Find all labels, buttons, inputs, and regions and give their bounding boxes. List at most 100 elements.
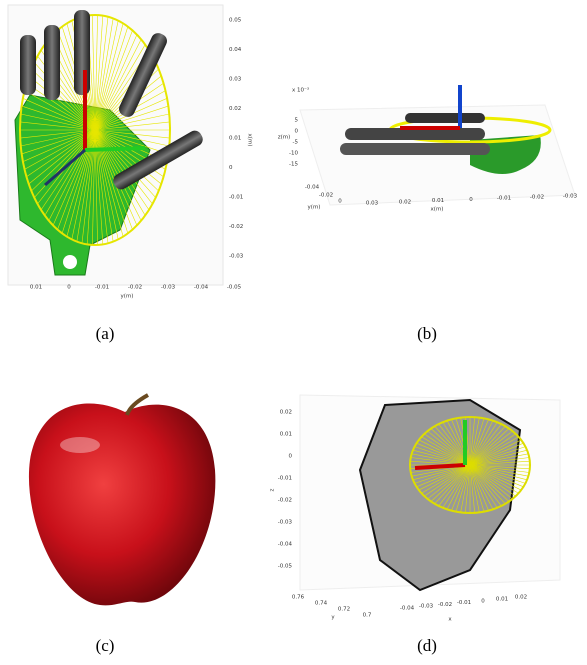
tick-label: 0.76 <box>292 595 305 601</box>
finger <box>119 33 167 117</box>
spoke <box>94 26 129 131</box>
tick-label: 0.74 <box>315 601 328 607</box>
tick-label: 0.02 <box>229 106 241 112</box>
axis-arrow <box>414 463 466 470</box>
axis-label: y(m) <box>121 294 134 300</box>
highlight <box>60 437 100 453</box>
axis-label: x <box>448 617 452 623</box>
spoke <box>20 121 96 131</box>
spoke <box>94 16 109 131</box>
tick-label: 0 <box>229 165 233 171</box>
tick-label: 0 <box>481 598 485 604</box>
tick-label: 0 <box>67 285 71 291</box>
panel-b <box>299 85 576 206</box>
tick-label: 0 <box>289 454 293 460</box>
spoke <box>48 129 96 221</box>
tick-label: -0.03 <box>419 604 434 610</box>
spoke <box>94 39 142 131</box>
axis-label: z(m) <box>278 135 291 141</box>
tick-label: 0.05 <box>229 18 242 24</box>
spoke <box>469 423 502 466</box>
tick-label: -0.01 <box>278 476 292 482</box>
spoke <box>52 129 96 226</box>
spoke <box>427 430 471 466</box>
spoke <box>469 464 530 470</box>
tick-label: -0.02 <box>229 224 243 230</box>
spoke <box>94 129 159 192</box>
spoke <box>469 464 485 512</box>
spoke <box>469 422 498 466</box>
tick-label: 0.04 <box>229 47 242 53</box>
spoke <box>469 433 516 466</box>
spoke <box>469 464 522 491</box>
tick-label: 0 <box>469 197 473 203</box>
spoke <box>418 439 471 466</box>
spoke <box>94 15 104 131</box>
spoke <box>434 464 471 505</box>
spoke <box>418 464 471 491</box>
spoke <box>469 464 489 511</box>
spoke <box>94 18 114 131</box>
spoke <box>469 419 489 466</box>
spoke <box>21 129 96 155</box>
spoke <box>412 449 471 466</box>
spoke <box>94 15 98 131</box>
tick-label: -0.01 <box>457 600 471 606</box>
axis-arrow <box>84 146 146 152</box>
tick-label: 0.02 <box>515 595 527 601</box>
spoke <box>469 439 522 466</box>
spoke <box>469 460 530 466</box>
tick-label: -0.03 <box>278 520 293 526</box>
spoke <box>469 457 530 466</box>
tick-label: 0.03 <box>229 77 242 83</box>
spoke <box>421 464 471 494</box>
spoke <box>469 464 519 494</box>
axis-arrow <box>44 148 86 187</box>
spoke <box>21 105 96 131</box>
tick-label: 0.7 <box>363 613 372 619</box>
spoke <box>416 464 471 488</box>
axis-label: y <box>331 615 335 621</box>
spoke <box>94 113 170 131</box>
spoke <box>469 464 498 508</box>
thumb <box>113 130 203 190</box>
spoke <box>424 433 471 466</box>
spoke <box>469 428 510 466</box>
spoke <box>469 453 529 466</box>
spoke <box>469 464 502 507</box>
tick-label: -0.03 <box>229 254 244 260</box>
spoke <box>416 442 471 466</box>
spoke <box>469 417 480 466</box>
spoke <box>469 430 513 466</box>
spoke <box>94 129 150 211</box>
tick-label: -0.04 <box>305 185 320 191</box>
spoke <box>451 464 471 511</box>
spoke <box>411 453 471 466</box>
spoke <box>469 420 494 466</box>
tick-label: -0.04 <box>400 606 415 612</box>
tick-label: -0.03 <box>563 193 578 199</box>
spoke <box>446 464 471 510</box>
spoke <box>469 464 513 500</box>
tick-label: 0 <box>338 199 342 205</box>
rim <box>409 416 531 514</box>
rim <box>19 14 171 246</box>
axis-label: x(m) <box>431 207 444 213</box>
spoke <box>94 129 162 185</box>
spoke <box>455 418 471 466</box>
spoke <box>94 129 169 155</box>
tick-label: -0.04 <box>194 285 209 291</box>
spoke <box>455 464 471 512</box>
spoke <box>469 464 516 497</box>
panel-c <box>28 393 216 606</box>
spoke <box>22 98 96 131</box>
spoke <box>20 129 96 139</box>
tick-label: -10 <box>289 151 298 157</box>
tick-label: 0.01 <box>280 432 292 438</box>
spoke <box>427 464 471 500</box>
spoke <box>469 418 485 466</box>
spoke <box>464 464 471 513</box>
tick-label: 0 <box>295 129 299 135</box>
tick-label: 0.72 <box>338 607 350 613</box>
